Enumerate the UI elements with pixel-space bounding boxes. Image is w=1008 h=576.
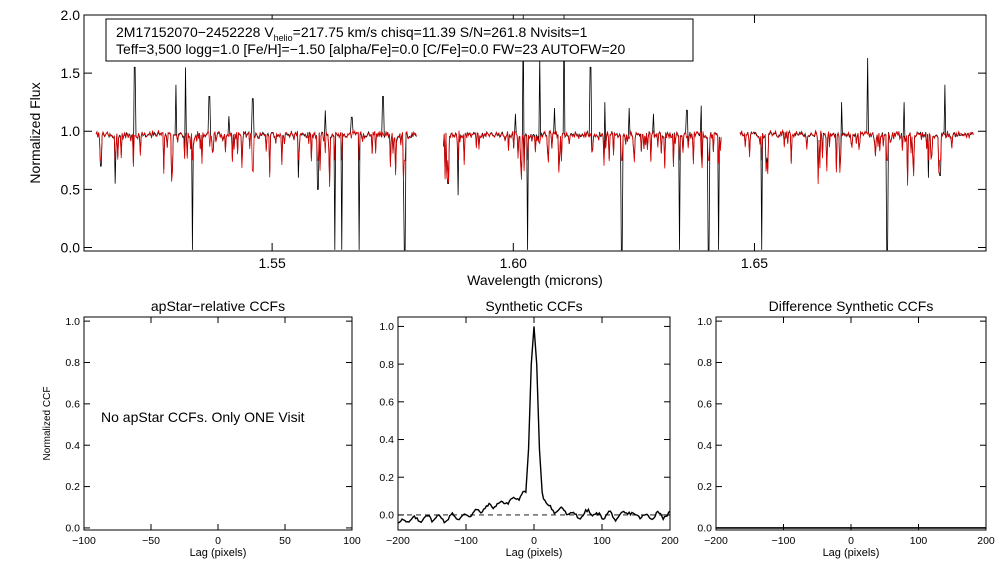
annotation-line-1: 2M17152070−2452228 Vhelio=217.75 km/s ch…	[116, 24, 588, 43]
y-tick-label: 1.0	[379, 321, 394, 333]
x-axis-label: Lag (pixels)	[823, 547, 880, 559]
synthetic-ccf-panel: −200 −100 0 100 200 0.0 0.2 0.4 0.6 0.8 1.0 Lag (pi…	[379, 298, 679, 559]
y-tick-label: 0.2	[697, 481, 712, 493]
y-tick-label: 0.8	[65, 357, 80, 369]
y-tick-label: 0.0	[379, 510, 394, 522]
x-tick-label: −100	[454, 535, 478, 547]
x-axis-label: Lag (pixels)	[190, 547, 247, 559]
chisq-value: chisq=11.39	[381, 24, 460, 40]
y-tick-label: 0.6	[65, 399, 80, 411]
y-tick-label: 0.2	[379, 472, 394, 484]
x-tick-label: 100	[910, 535, 928, 547]
x-tick-label: −200	[704, 535, 728, 547]
x-tick-label: 0	[215, 535, 221, 547]
y-tick-label: 0.5	[61, 181, 81, 197]
x-axis-label: Wavelength (microns)	[467, 272, 603, 288]
y-tick-label: 1.5	[61, 65, 81, 81]
x-tick-label: 1.55	[258, 255, 285, 271]
x-tick-label: −100	[772, 535, 796, 547]
spectrum-panel-frame	[83, 14, 987, 252]
y-tick-label: 0.0	[697, 523, 712, 535]
panel-title: apStar−relative CCFs	[151, 298, 285, 314]
x-tick-label: −200	[386, 535, 410, 547]
synthetic-spectrum-line	[442, 129, 722, 184]
x-tick-label: 1.65	[741, 255, 768, 271]
x-tick-label: 0	[848, 535, 854, 547]
y-tick-label: 1.0	[65, 316, 80, 328]
y-tick-label: 2.0	[61, 7, 81, 23]
y-axis-label: Normalized CCF	[42, 387, 53, 461]
y-tick-label: 0.6	[697, 399, 712, 411]
difference-ccf-panel: −200 −100 0 100 200 0.0 0.2 0.4 0.6 0.8 1.0 Lag (pi…	[697, 298, 995, 559]
spectrum-lines	[95, 15, 974, 251]
y-tick-label: 0.0	[61, 239, 81, 255]
no-ccf-message: No apStar CCFs. Only ONE Visit	[101, 409, 305, 425]
x-tick-label: 100	[593, 535, 611, 547]
panel-title: Difference Synthetic CCFs	[769, 298, 934, 314]
y-tick-label: 0.0	[65, 523, 80, 535]
difference-ccf-panel-frame	[715, 316, 987, 531]
snr-value: S/N=261.8	[460, 24, 530, 40]
synthetic-spectrum-line	[739, 128, 974, 186]
y-tick-label: 0.4	[697, 440, 712, 452]
y-axis-label: Normalized Flux	[27, 82, 43, 183]
star-id: 2M17152070−2452228	[116, 24, 264, 40]
synthetic-ccf-panel-frame	[397, 316, 671, 531]
x-tick-label: −50	[142, 535, 160, 547]
annotation-line-2: Teff=3,500 logg=1.0 [Fe/H]=−1.50 [alpha/…	[116, 41, 625, 57]
x-tick-label: 200	[661, 535, 679, 547]
y-tick-label: 0.8	[697, 357, 712, 369]
spectrum-panel: 1.55 1.60 1.65 0.0 0.5 1.0 1.5 2.0 Wavelength (m…	[27, 7, 987, 288]
y-tick-label: 0.4	[65, 440, 80, 452]
y-tick-label: 0.6	[379, 396, 394, 408]
x-axis-label: Lag (pixels)	[506, 547, 563, 559]
y-tick-label: 0.4	[379, 434, 394, 446]
vhelio-subscript: helio	[274, 33, 293, 43]
nvisits-value: Nvisits=1	[530, 24, 587, 40]
spectrum-annotation: 2M17152070−2452228 Vhelio=217.75 km/s ch…	[105, 18, 694, 62]
x-tick-label: 1.60	[500, 255, 527, 271]
y-tick-label: 1.0	[697, 316, 712, 328]
y-tick-label: 0.2	[65, 481, 80, 493]
x-tick-label: 0	[531, 535, 537, 547]
apstar-ccf-panel: −100 −50 0 50 100 0.0 0.2 0.4 0.6 0.8 1.0 Lag (pixe…	[42, 298, 361, 559]
x-tick-label: 200	[977, 535, 995, 547]
x-tick-label: 50	[279, 535, 291, 547]
x-tick-label: 100	[343, 535, 361, 547]
vhelio-prefix: V	[264, 24, 274, 40]
vhelio-value: =217.75 km/s	[293, 24, 381, 40]
panel-title: Synthetic CCFs	[485, 298, 582, 314]
x-tick-label: −100	[72, 535, 96, 547]
synthetic-ccf-line	[397, 326, 671, 524]
observed-spectrum-line	[95, 66, 417, 251]
y-tick-label: 0.8	[379, 359, 394, 371]
y-tick-label: 1.0	[61, 123, 81, 139]
synthetic-spectrum-line	[95, 129, 417, 188]
annotation-box	[105, 18, 694, 62]
